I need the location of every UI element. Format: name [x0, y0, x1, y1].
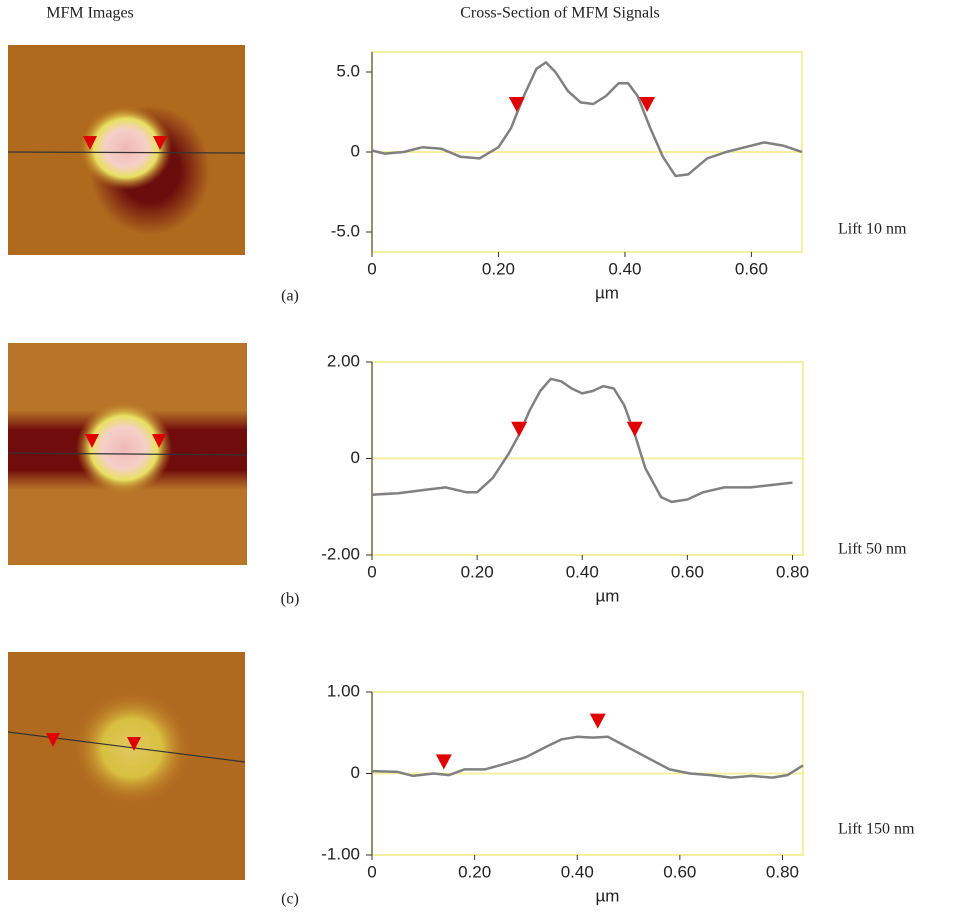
mfm-image-c	[7, 652, 246, 880]
x-tick-label: 0.20	[458, 862, 491, 881]
signal-line	[371, 377, 793, 504]
y-tick-label: -5.0	[331, 221, 360, 240]
y-tick-label: 0	[351, 141, 360, 160]
marker	[626, 421, 643, 437]
y-tick-label: 1.00	[327, 681, 360, 700]
plots-header: Cross-Section of MFM Signals	[460, 5, 660, 22]
y-tick-label: 0	[351, 763, 360, 782]
y-tick-label: -1.00	[321, 844, 360, 863]
x-tick-label: 0.60	[663, 862, 696, 881]
signal-line	[371, 735, 804, 779]
y-tick-label: 0	[351, 448, 360, 467]
lift-label: Lift 10 nm	[838, 221, 907, 238]
x-tick-label: 0.20	[482, 259, 515, 278]
y-tick-label: -2.00	[321, 544, 360, 563]
panel-label: (b)	[281, 591, 300, 608]
marker	[435, 754, 452, 770]
x-tick-label: 0.80	[766, 862, 799, 881]
x-tick-label: 0	[367, 862, 376, 881]
marker	[508, 97, 525, 112]
x-tick-label: 0.40	[608, 259, 641, 278]
x-axis-label: µm	[595, 283, 619, 302]
mfm-image-b	[7, 343, 248, 565]
x-axis-label: µm	[596, 586, 620, 605]
x-tick-label: 0.60	[735, 259, 768, 278]
panel-label: (c)	[281, 891, 299, 908]
lift-label: Lift 150 nm	[838, 821, 915, 838]
signal-line	[371, 61, 803, 178]
marker	[589, 713, 606, 729]
x-tick-label: 0	[367, 562, 376, 581]
marker	[639, 97, 656, 112]
x-tick-label: 0	[367, 259, 376, 278]
panel-label: (a)	[281, 288, 299, 305]
x-tick-label: 0.40	[566, 562, 599, 581]
x-tick-label: 0.20	[461, 562, 494, 581]
y-tick-label: 2.00	[327, 351, 360, 370]
x-tick-label: 0.80	[776, 562, 809, 581]
images-header: MFM Images	[46, 5, 134, 22]
marker	[511, 421, 528, 437]
x-tick-label: 0.40	[561, 862, 594, 881]
lift-label: Lift 50 nm	[838, 541, 907, 558]
mfm-image-a	[7, 45, 246, 255]
y-tick-label: 5.0	[336, 61, 360, 80]
x-tick-label: 0.60	[671, 562, 704, 581]
x-axis-label: µm	[596, 886, 620, 905]
